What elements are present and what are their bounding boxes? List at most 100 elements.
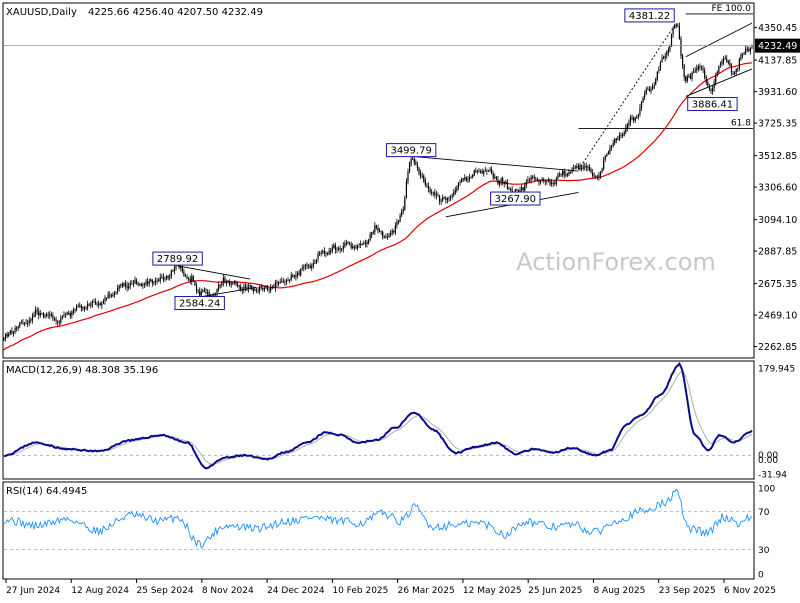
candle-body	[356, 245, 359, 249]
candle-body	[328, 251, 330, 255]
price-ohlc: 4225.66 4256.40 4207.50 4232.49	[88, 7, 263, 18]
candle-body	[61, 316, 63, 319]
candle-body	[150, 279, 152, 281]
candle-body	[445, 197, 447, 201]
time-tick-label: 25 Sep 2024	[137, 586, 194, 596]
candle-body	[249, 285, 251, 288]
time-tick-label: 25 Jun 2025	[528, 586, 582, 596]
candle-body	[615, 138, 617, 141]
candle-body	[547, 179, 550, 181]
candle-body	[688, 75, 690, 77]
candle-body	[191, 276, 193, 282]
candle-body	[292, 275, 294, 277]
candle-body	[16, 327, 18, 329]
ma-line	[3, 62, 753, 351]
candle-body	[599, 172, 602, 176]
candle-body	[437, 195, 439, 196]
candle-body	[675, 24, 677, 26]
candle-body	[199, 291, 201, 296]
macd-panel-frame	[2, 360, 755, 480]
candle-body	[745, 49, 747, 54]
candle-body	[312, 263, 314, 266]
candle-body	[489, 168, 491, 171]
candle-body	[375, 225, 378, 228]
candle-body	[749, 47, 752, 51]
candle-body	[732, 72, 734, 74]
candle-body	[677, 24, 679, 26]
candle-body	[360, 243, 362, 245]
candle-body	[110, 295, 112, 297]
candle-body	[53, 319, 56, 320]
candle-body	[77, 305, 79, 307]
candle-body	[396, 222, 398, 226]
candle-body	[27, 323, 29, 324]
candle-body	[105, 298, 108, 299]
candle-body	[102, 300, 105, 304]
candle-body	[748, 49, 750, 52]
candle-body	[39, 313, 41, 316]
candle-body	[87, 304, 89, 308]
last-price-tag	[755, 38, 800, 53]
candle-body	[290, 275, 292, 280]
candle-body	[175, 264, 177, 268]
candle-body	[3, 337, 5, 340]
candle-body	[123, 283, 125, 287]
candle-body	[423, 175, 425, 182]
candle-body	[194, 281, 196, 286]
candle-body	[509, 188, 512, 190]
candle-body	[358, 244, 360, 246]
candle-body	[408, 163, 411, 172]
candle-body	[337, 248, 340, 249]
candle-body	[257, 290, 259, 292]
candle-body	[604, 156, 606, 161]
candle-body	[216, 289, 218, 294]
candle-body	[653, 85, 655, 88]
candle-body	[255, 289, 258, 291]
candle-body	[304, 265, 307, 267]
candle-body	[75, 306, 78, 310]
candle-body	[642, 98, 644, 102]
price-panel-frame	[2, 2, 755, 359]
candle-body	[672, 28, 674, 35]
candle-body	[481, 171, 483, 174]
candle-body	[34, 309, 37, 315]
candle-body	[90, 305, 92, 306]
price-callout-label: 3499.79	[390, 146, 431, 157]
candle-body	[713, 82, 715, 89]
candle-body	[341, 249, 343, 251]
candle-body	[530, 176, 532, 181]
candle-body	[148, 281, 150, 285]
price-callout-label: 2789.92	[157, 254, 198, 265]
candle-body	[306, 264, 308, 266]
candle-body	[555, 178, 557, 184]
candle-body	[407, 171, 409, 182]
time-tick-label: 12 Aug 2024	[71, 586, 129, 596]
candle-body	[544, 180, 546, 182]
fib-level-label: 61.8	[731, 119, 751, 129]
candle-body	[259, 286, 261, 292]
candle-body	[647, 88, 649, 90]
candle-body	[685, 76, 687, 82]
candle-body	[202, 290, 204, 292]
candle-body	[205, 291, 207, 294]
candle-body	[432, 192, 434, 194]
candle-body	[557, 174, 559, 179]
rsi-line	[3, 488, 753, 549]
candle-body	[390, 233, 392, 236]
candle-body	[189, 278, 191, 282]
candle-body	[28, 320, 30, 323]
candle-body	[238, 285, 240, 287]
candle-body	[552, 182, 554, 184]
candle-body	[181, 267, 183, 272]
candle-body	[230, 283, 232, 285]
candle-body	[562, 170, 564, 175]
candle-body	[200, 291, 202, 296]
candle-body	[691, 72, 693, 79]
price-tick-label: 4350.45	[758, 23, 797, 34]
candle-body	[225, 282, 228, 284]
candle-body	[121, 283, 123, 287]
candle-body	[246, 287, 248, 290]
candle-body	[462, 178, 464, 180]
candle-body	[17, 326, 19, 329]
